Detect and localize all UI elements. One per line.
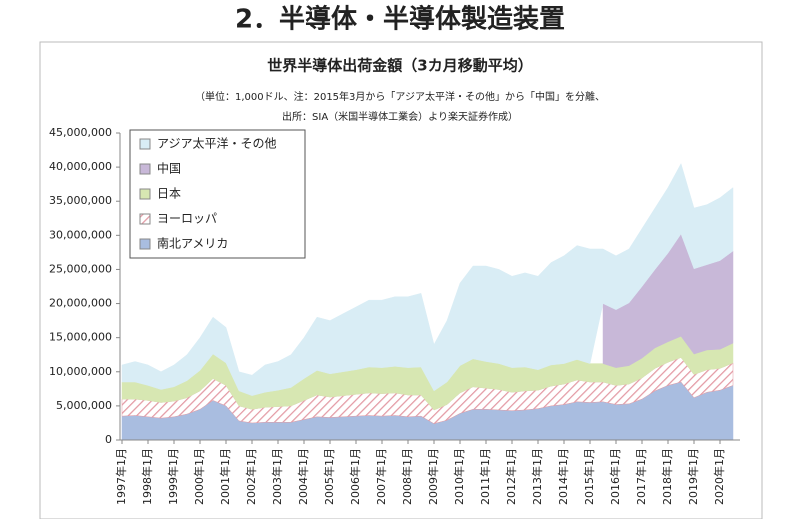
x-tick-label: 2010年1月 [452,448,466,505]
x-tick-label: 2012年1月 [504,448,518,505]
x-tick-label: 2005年1月 [322,448,336,505]
legend-box [129,129,306,259]
x-tick-label: 2006年1月 [348,448,362,505]
legend-swatch [139,188,151,200]
chart-note: 出所：SIA（米国半導体工業会）より楽天証券作成） [282,110,518,123]
x-tick-label: 2000年1月 [192,448,206,505]
x-tick-label: 1998年1月 [140,448,154,505]
chart-note: （単位：1,000ドル、注：2015年3月から「アジア太平洋・その他」から「中国… [195,90,605,103]
x-tick-label: 2009年1月 [426,448,440,505]
x-tick-label: 2004年1月 [296,448,310,505]
chart-title: 世界半導体出荷金額（3カ月移動平均） [267,57,532,75]
legend-swatch [139,138,151,150]
x-tick-label: 2015年1月 [582,448,596,505]
y-tick-label: 30,000,000 [49,228,112,241]
legend-label: 中国 [157,161,181,176]
x-tick-label: 2017年1月 [634,448,648,505]
legend-swatch [139,213,151,225]
x-tick-label: 2002年1月 [244,448,258,505]
legend-label: 南北アメリカ [157,236,228,251]
y-tick-label: 15,000,000 [49,331,112,344]
y-tick-label: 25,000,000 [49,262,112,275]
legend-swatch [139,238,151,250]
slide-title: 2．半導体・半導体製造装置 [235,4,565,35]
y-tick-label: 45,000,000 [49,126,112,139]
y-tick-label: 20,000,000 [49,297,112,310]
x-tick-label: 2013年1月 [530,448,544,505]
x-tick-label: 2014年1月 [556,448,570,505]
x-tick-label: 2008年1月 [400,448,414,505]
y-tick-label: 0 [105,433,112,446]
y-tick-label: 10,000,000 [49,365,112,378]
y-tick-label: 40,000,000 [49,160,112,173]
x-tick-label: 2019年1月 [686,448,700,505]
x-tick-label: 2003年1月 [270,448,284,505]
x-tick-label: 2016年1月 [608,448,622,505]
legend-label: アジア太平洋・その他 [157,136,277,151]
x-tick-label: 2001年1月 [218,448,232,505]
x-tick-label: 1999年1月 [166,448,180,505]
legend-swatch [139,163,151,175]
x-tick-label: 2011年1月 [478,448,492,505]
area [121,163,734,396]
x-tick-label: 2007年1月 [374,448,388,505]
legend-label: ヨーロッパ [157,212,217,226]
y-tick-label: 5,000,000 [56,399,112,412]
x-tick-label: 2020年1月 [712,448,726,505]
legend-label: 日本 [157,187,181,201]
x-tick-label: 1997年1月 [114,448,128,505]
x-tick-label: 2018年1月 [660,448,674,505]
y-tick-label: 35,000,000 [49,194,112,207]
